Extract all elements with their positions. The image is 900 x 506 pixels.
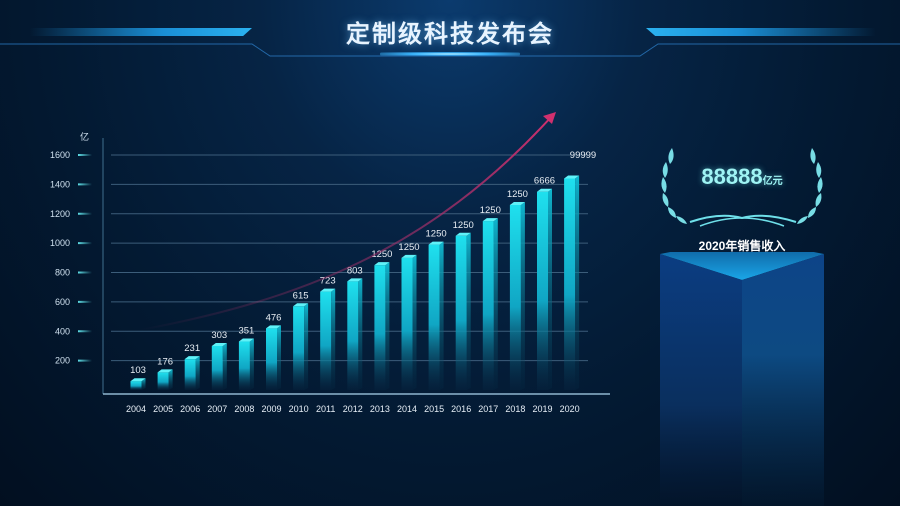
bar: 803 2012	[343, 265, 363, 414]
stat-unit: 亿元	[762, 176, 783, 187]
pillar-graphic	[660, 252, 824, 506]
bar-value-label: 231	[184, 343, 200, 354]
x-tick-label: 2019	[532, 404, 552, 414]
x-tick-label: 2020	[560, 404, 580, 414]
bar: 303 2007	[207, 330, 227, 414]
x-tick-label: 2004	[126, 404, 146, 414]
x-tick-label: 2016	[451, 404, 471, 414]
bar-value-label: 1250	[371, 249, 392, 260]
bar-value-label: 803	[347, 265, 363, 276]
x-tick-label: 2018	[505, 404, 525, 414]
bar: 1250 2018	[505, 189, 528, 414]
header-left-accent	[30, 28, 252, 36]
bar: 1250 2016	[451, 220, 474, 414]
bar: 99999 2020	[560, 150, 597, 414]
y-tick-label: 1000	[50, 238, 70, 248]
bar-value-label: 1250	[398, 242, 419, 253]
x-tick-label: 2017	[478, 404, 498, 414]
y-tick-label: 400	[55, 326, 70, 336]
bar: 103 2004	[126, 365, 146, 414]
bar-value-label: 303	[211, 330, 227, 341]
x-tick-label: 2014	[397, 404, 417, 414]
bar: 351 2008	[234, 326, 254, 414]
bar-value-label: 351	[238, 326, 254, 337]
page-title: 定制级科技发布会	[346, 20, 554, 48]
y-tick-label: 800	[55, 268, 70, 278]
stat-number: 88888	[701, 164, 763, 189]
bar: 231 2006	[180, 343, 200, 414]
header-right-accent	[646, 28, 876, 36]
trend-curve	[139, 115, 553, 331]
bar-value-label: 1250	[507, 189, 528, 200]
bar: 1250 2014	[397, 242, 420, 414]
x-tick-label: 2008	[234, 404, 254, 414]
x-tick-label: 2010	[289, 404, 309, 414]
bar: 1250 2015	[424, 229, 447, 414]
bar-value-label: 615	[293, 290, 309, 301]
x-tick-label: 2005	[153, 404, 173, 414]
bar-value-label: 476	[266, 312, 282, 323]
chart-bars: 103 2004 176 2005 231 2006 303 2007 351 2008 476 20…	[126, 150, 596, 414]
sales-stat: 88888亿元	[656, 138, 828, 238]
stat-label: 2020年销售收入	[698, 239, 786, 253]
x-tick-label: 2007	[207, 404, 227, 414]
bar-value-label: 1250	[426, 229, 447, 240]
x-tick-label: 2006	[180, 404, 200, 414]
y-tick-label: 200	[55, 356, 70, 366]
bar-value-label: 1250	[453, 220, 474, 231]
bar-value-label: 723	[320, 276, 336, 287]
x-tick-label: 2011	[316, 404, 335, 414]
bar: 723 2011	[316, 276, 336, 414]
bar-value-label: 176	[157, 356, 173, 367]
bar: 476 2009	[261, 312, 281, 414]
header-glow	[380, 52, 520, 56]
y-tick-label: 1600	[50, 150, 70, 160]
stat-value: 88888亿元	[656, 164, 828, 190]
x-tick-label: 2013	[370, 404, 390, 414]
y-tick-label: 1400	[50, 179, 70, 189]
bar-value-label: 103	[130, 365, 146, 376]
bar-value-label: 99999	[570, 150, 596, 161]
bar-value-label: 1250	[480, 205, 501, 216]
bar: 176 2005	[153, 356, 173, 414]
bar-value-label: 6666	[534, 176, 555, 187]
bar: 6666 2019	[532, 176, 555, 414]
trend-arrow-icon	[543, 112, 556, 124]
y-tick-label: 600	[55, 297, 70, 307]
x-tick-label: 2009	[261, 404, 281, 414]
x-tick-label: 2012	[343, 404, 363, 414]
bar: 615 2010	[289, 290, 309, 414]
x-tick-label: 2015	[424, 404, 444, 414]
y-tick-label: 1200	[50, 209, 70, 219]
header: 定制级科技发布会	[0, 0, 900, 70]
y-axis-unit: 亿	[80, 131, 89, 142]
bar: 1250 2013	[370, 249, 393, 414]
bar: 1250 2017	[478, 205, 501, 414]
